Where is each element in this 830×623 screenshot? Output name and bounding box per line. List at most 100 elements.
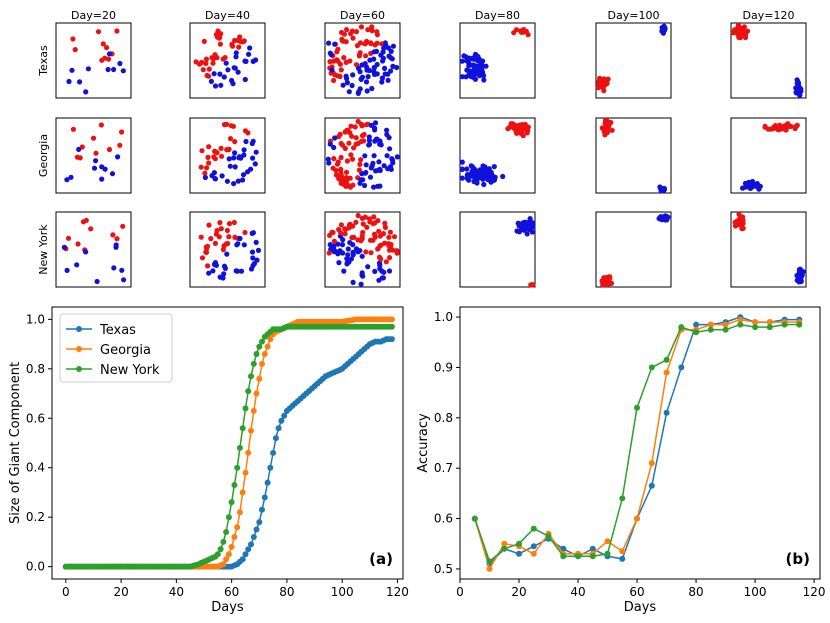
day-title: Day=60: [340, 9, 385, 22]
blue-point: [371, 184, 377, 190]
x-tick-label: 80: [279, 585, 294, 599]
red-point: [370, 237, 376, 243]
data-point: [281, 412, 288, 419]
red-point: [365, 27, 371, 33]
row-label: New York: [37, 224, 50, 275]
blue-point: [221, 263, 228, 269]
red-point: [217, 41, 223, 47]
red-point: [343, 59, 349, 65]
series-new-york: [62, 323, 395, 570]
blue-point: [459, 166, 465, 172]
red-point: [224, 121, 230, 127]
red-point: [360, 221, 366, 227]
blue-point: [389, 157, 396, 163]
data-point: [248, 373, 254, 380]
red-point: [353, 141, 359, 147]
blue-point: [468, 73, 474, 79]
red-point: [70, 126, 76, 132]
blue-point: [794, 80, 800, 86]
blue-point: [371, 153, 377, 159]
scatter-panel: [730, 211, 807, 288]
data-point: [278, 417, 285, 424]
red-point: [327, 232, 333, 238]
red-point: [355, 237, 361, 243]
red-point: [351, 234, 357, 240]
blue-point: [466, 63, 472, 69]
red-point: [357, 161, 363, 167]
data-point: [242, 405, 249, 412]
blue-point: [66, 78, 72, 85]
data-point: [501, 540, 508, 547]
blue-point: [523, 223, 529, 229]
blue-point: [346, 89, 352, 95]
blue-point: [241, 242, 247, 248]
data-point: [501, 545, 508, 552]
data-point: [275, 425, 282, 432]
blue-point: [64, 267, 70, 273]
blue-point: [249, 230, 255, 236]
blue-point: [111, 265, 117, 271]
y-tick-label: 1.0: [26, 312, 45, 326]
data-point: [256, 519, 263, 526]
blue-point: [83, 249, 89, 255]
data-point: [220, 561, 227, 568]
x-tick-label: 40: [169, 585, 184, 599]
legend-label: New York: [100, 363, 160, 378]
blue-point: [797, 92, 803, 98]
red-point: [335, 46, 341, 52]
red-point: [354, 43, 360, 49]
blue-point: [240, 172, 247, 178]
red-point: [339, 38, 345, 44]
scatter-panel: [189, 117, 266, 194]
blue-point: [219, 173, 225, 179]
legend-marker: [76, 366, 82, 372]
data-point: [530, 550, 537, 557]
red-point: [208, 236, 214, 242]
blue-point: [233, 268, 239, 274]
blue-point: [796, 278, 802, 284]
x-tick-label: 80: [688, 585, 703, 599]
blue-point: [353, 246, 359, 252]
red-point: [110, 232, 116, 238]
blue-point: [366, 141, 373, 147]
scatter-panel: [189, 22, 266, 99]
scatter-panel: [595, 117, 672, 194]
red-point: [765, 126, 771, 132]
data-point: [250, 407, 257, 414]
red-point: [104, 45, 110, 51]
scatter-panel: [324, 211, 401, 288]
row-label: Georgia: [37, 134, 50, 177]
red-point: [95, 29, 102, 35]
data-point: [248, 541, 254, 548]
red-point: [331, 58, 337, 64]
blue-point: [91, 165, 98, 171]
blue-point: [661, 24, 667, 30]
scatter-panel: [595, 22, 672, 99]
blue-point: [225, 67, 231, 73]
red-point: [793, 124, 799, 130]
blue-point: [369, 85, 375, 92]
blue-point: [474, 71, 480, 77]
line-chart: 0 20 40 60 80 100 120 0.5 0.6 0.7 0.8 0.9 1.0 Days Acc…: [416, 306, 826, 615]
blue-point: [237, 235, 243, 242]
y-tick-label: 0.8: [434, 411, 453, 425]
red-point: [362, 41, 368, 47]
blue-point: [217, 71, 223, 77]
blue-point: [212, 175, 218, 182]
panel-label: (b): [786, 550, 810, 568]
red-point: [363, 53, 369, 59]
blue-point: [244, 169, 251, 175]
data-point: [234, 524, 241, 531]
blue-point: [376, 260, 383, 266]
blue-point: [363, 79, 370, 85]
red-point: [331, 238, 337, 244]
red-point: [114, 236, 120, 242]
blue-point: [332, 135, 338, 141]
red-point: [216, 234, 222, 240]
data-point: [214, 551, 221, 558]
blue-point: [249, 249, 256, 255]
data-point: [234, 464, 241, 471]
blue-point: [226, 156, 232, 162]
blue-point: [380, 275, 386, 281]
red-point: [235, 37, 241, 44]
